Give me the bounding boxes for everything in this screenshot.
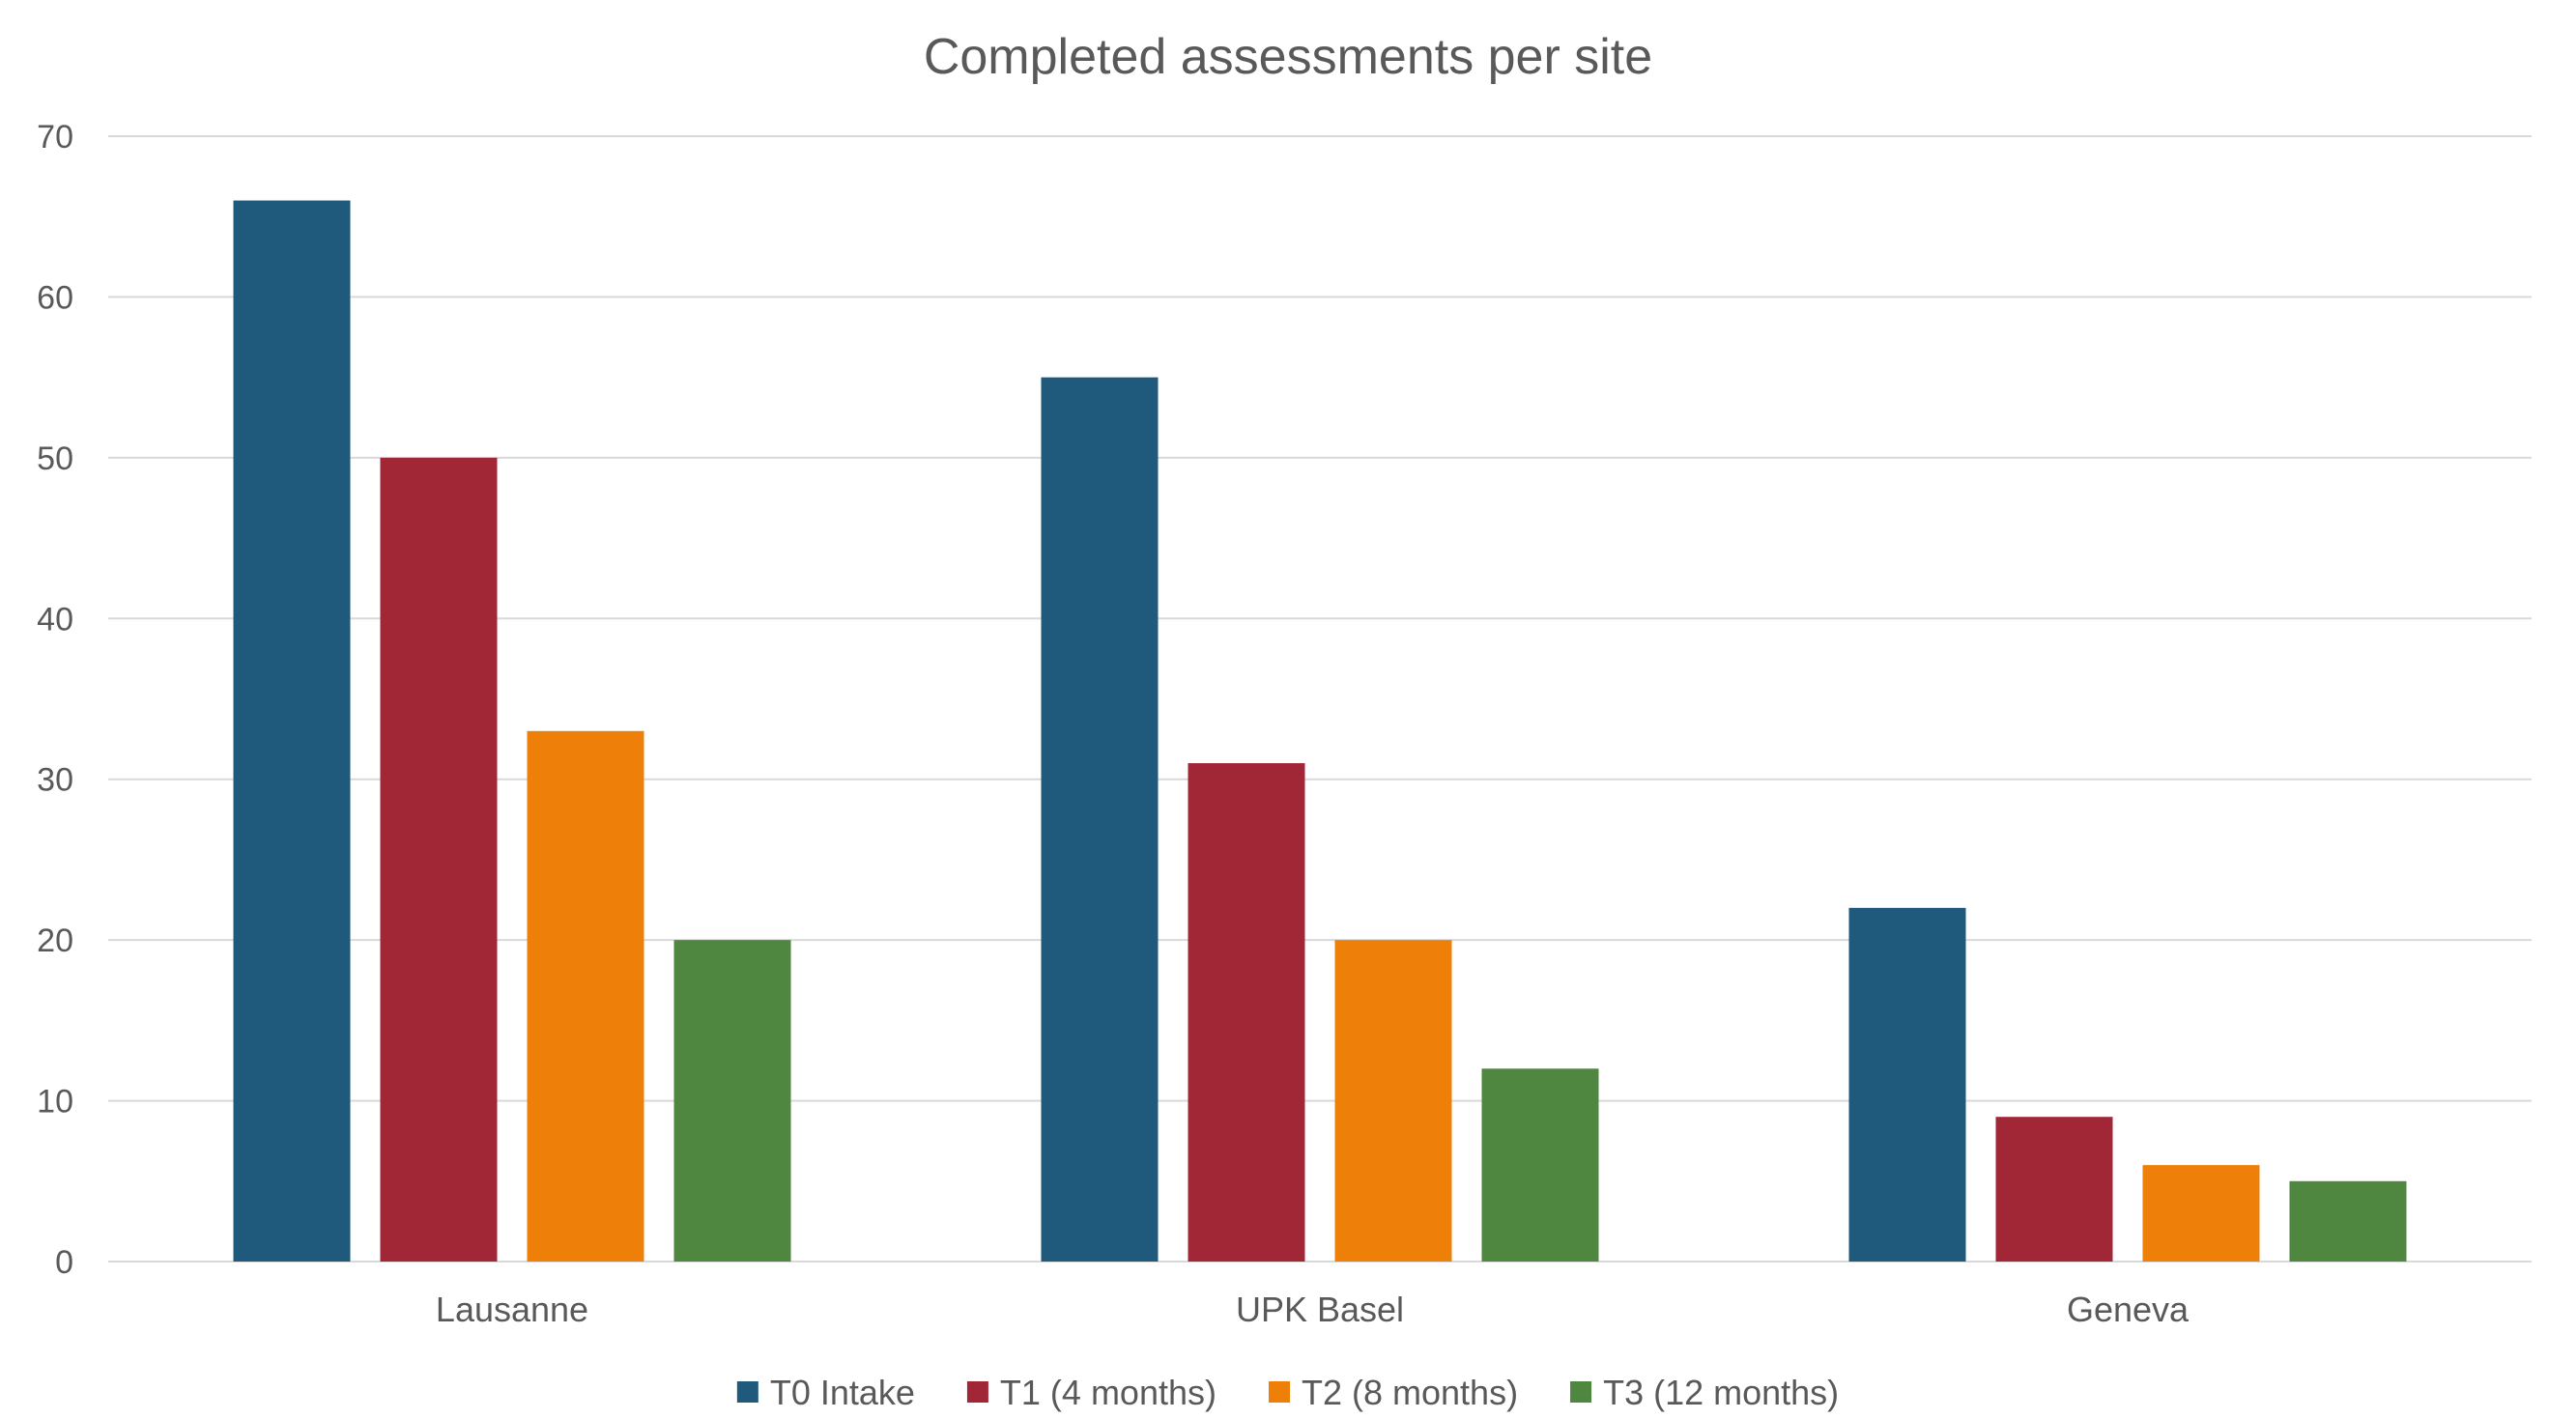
x-category-label: UPK Basel bbox=[1236, 1290, 1404, 1329]
bar bbox=[1334, 940, 1452, 1262]
legend-swatch bbox=[966, 1381, 988, 1403]
y-tick-label: 40 bbox=[37, 601, 73, 638]
legend-label: T3 (12 months) bbox=[1603, 1373, 1839, 1412]
x-axis-category-labels: Lausanne UPK Basel Geneva bbox=[436, 1290, 2190, 1329]
gridlines bbox=[108, 135, 2532, 1263]
x-category-label: Geneva bbox=[2067, 1290, 2190, 1329]
bar bbox=[1995, 1117, 2113, 1262]
bar bbox=[1481, 1068, 1599, 1262]
bar bbox=[673, 940, 791, 1262]
legend-swatch bbox=[1269, 1381, 1290, 1403]
bar bbox=[2289, 1180, 2407, 1262]
y-tick-label: 20 bbox=[37, 922, 73, 959]
legend-label: T0 Intake bbox=[770, 1373, 915, 1412]
bars bbox=[233, 200, 2407, 1263]
bar bbox=[233, 200, 351, 1263]
bar bbox=[380, 457, 498, 1262]
legend-label: T1 (4 months) bbox=[1000, 1373, 1216, 1412]
bar bbox=[527, 730, 644, 1262]
legend-item: T3 (12 months) bbox=[1570, 1373, 1839, 1412]
bar bbox=[2142, 1165, 2260, 1262]
bar bbox=[1041, 377, 1159, 1263]
legend-item: T2 (8 months) bbox=[1269, 1373, 1518, 1412]
legend-swatch bbox=[736, 1381, 758, 1403]
legend-label: T2 (8 months) bbox=[1302, 1373, 1518, 1412]
y-axis-tick-labels: 0 10 20 30 40 50 60 70 bbox=[37, 119, 73, 1281]
bar bbox=[1188, 763, 1305, 1262]
legend-swatch bbox=[1570, 1381, 1592, 1403]
y-tick-label: 0 bbox=[55, 1244, 73, 1281]
y-tick-label: 70 bbox=[37, 119, 73, 156]
bar bbox=[1848, 907, 1966, 1262]
y-tick-label: 60 bbox=[37, 279, 73, 316]
chart-title: Completed assessments per site bbox=[924, 29, 1652, 85]
x-category-label: Lausanne bbox=[436, 1290, 588, 1329]
legend-item: T1 (4 months) bbox=[966, 1373, 1216, 1412]
y-tick-label: 30 bbox=[37, 762, 73, 799]
legend-item: T0 Intake bbox=[736, 1373, 915, 1412]
legend: T0 Intake T1 (4 months) T2 (8 months) T3 (1… bbox=[736, 1373, 1839, 1412]
y-tick-label: 50 bbox=[37, 440, 73, 477]
y-tick-label: 10 bbox=[37, 1084, 73, 1121]
